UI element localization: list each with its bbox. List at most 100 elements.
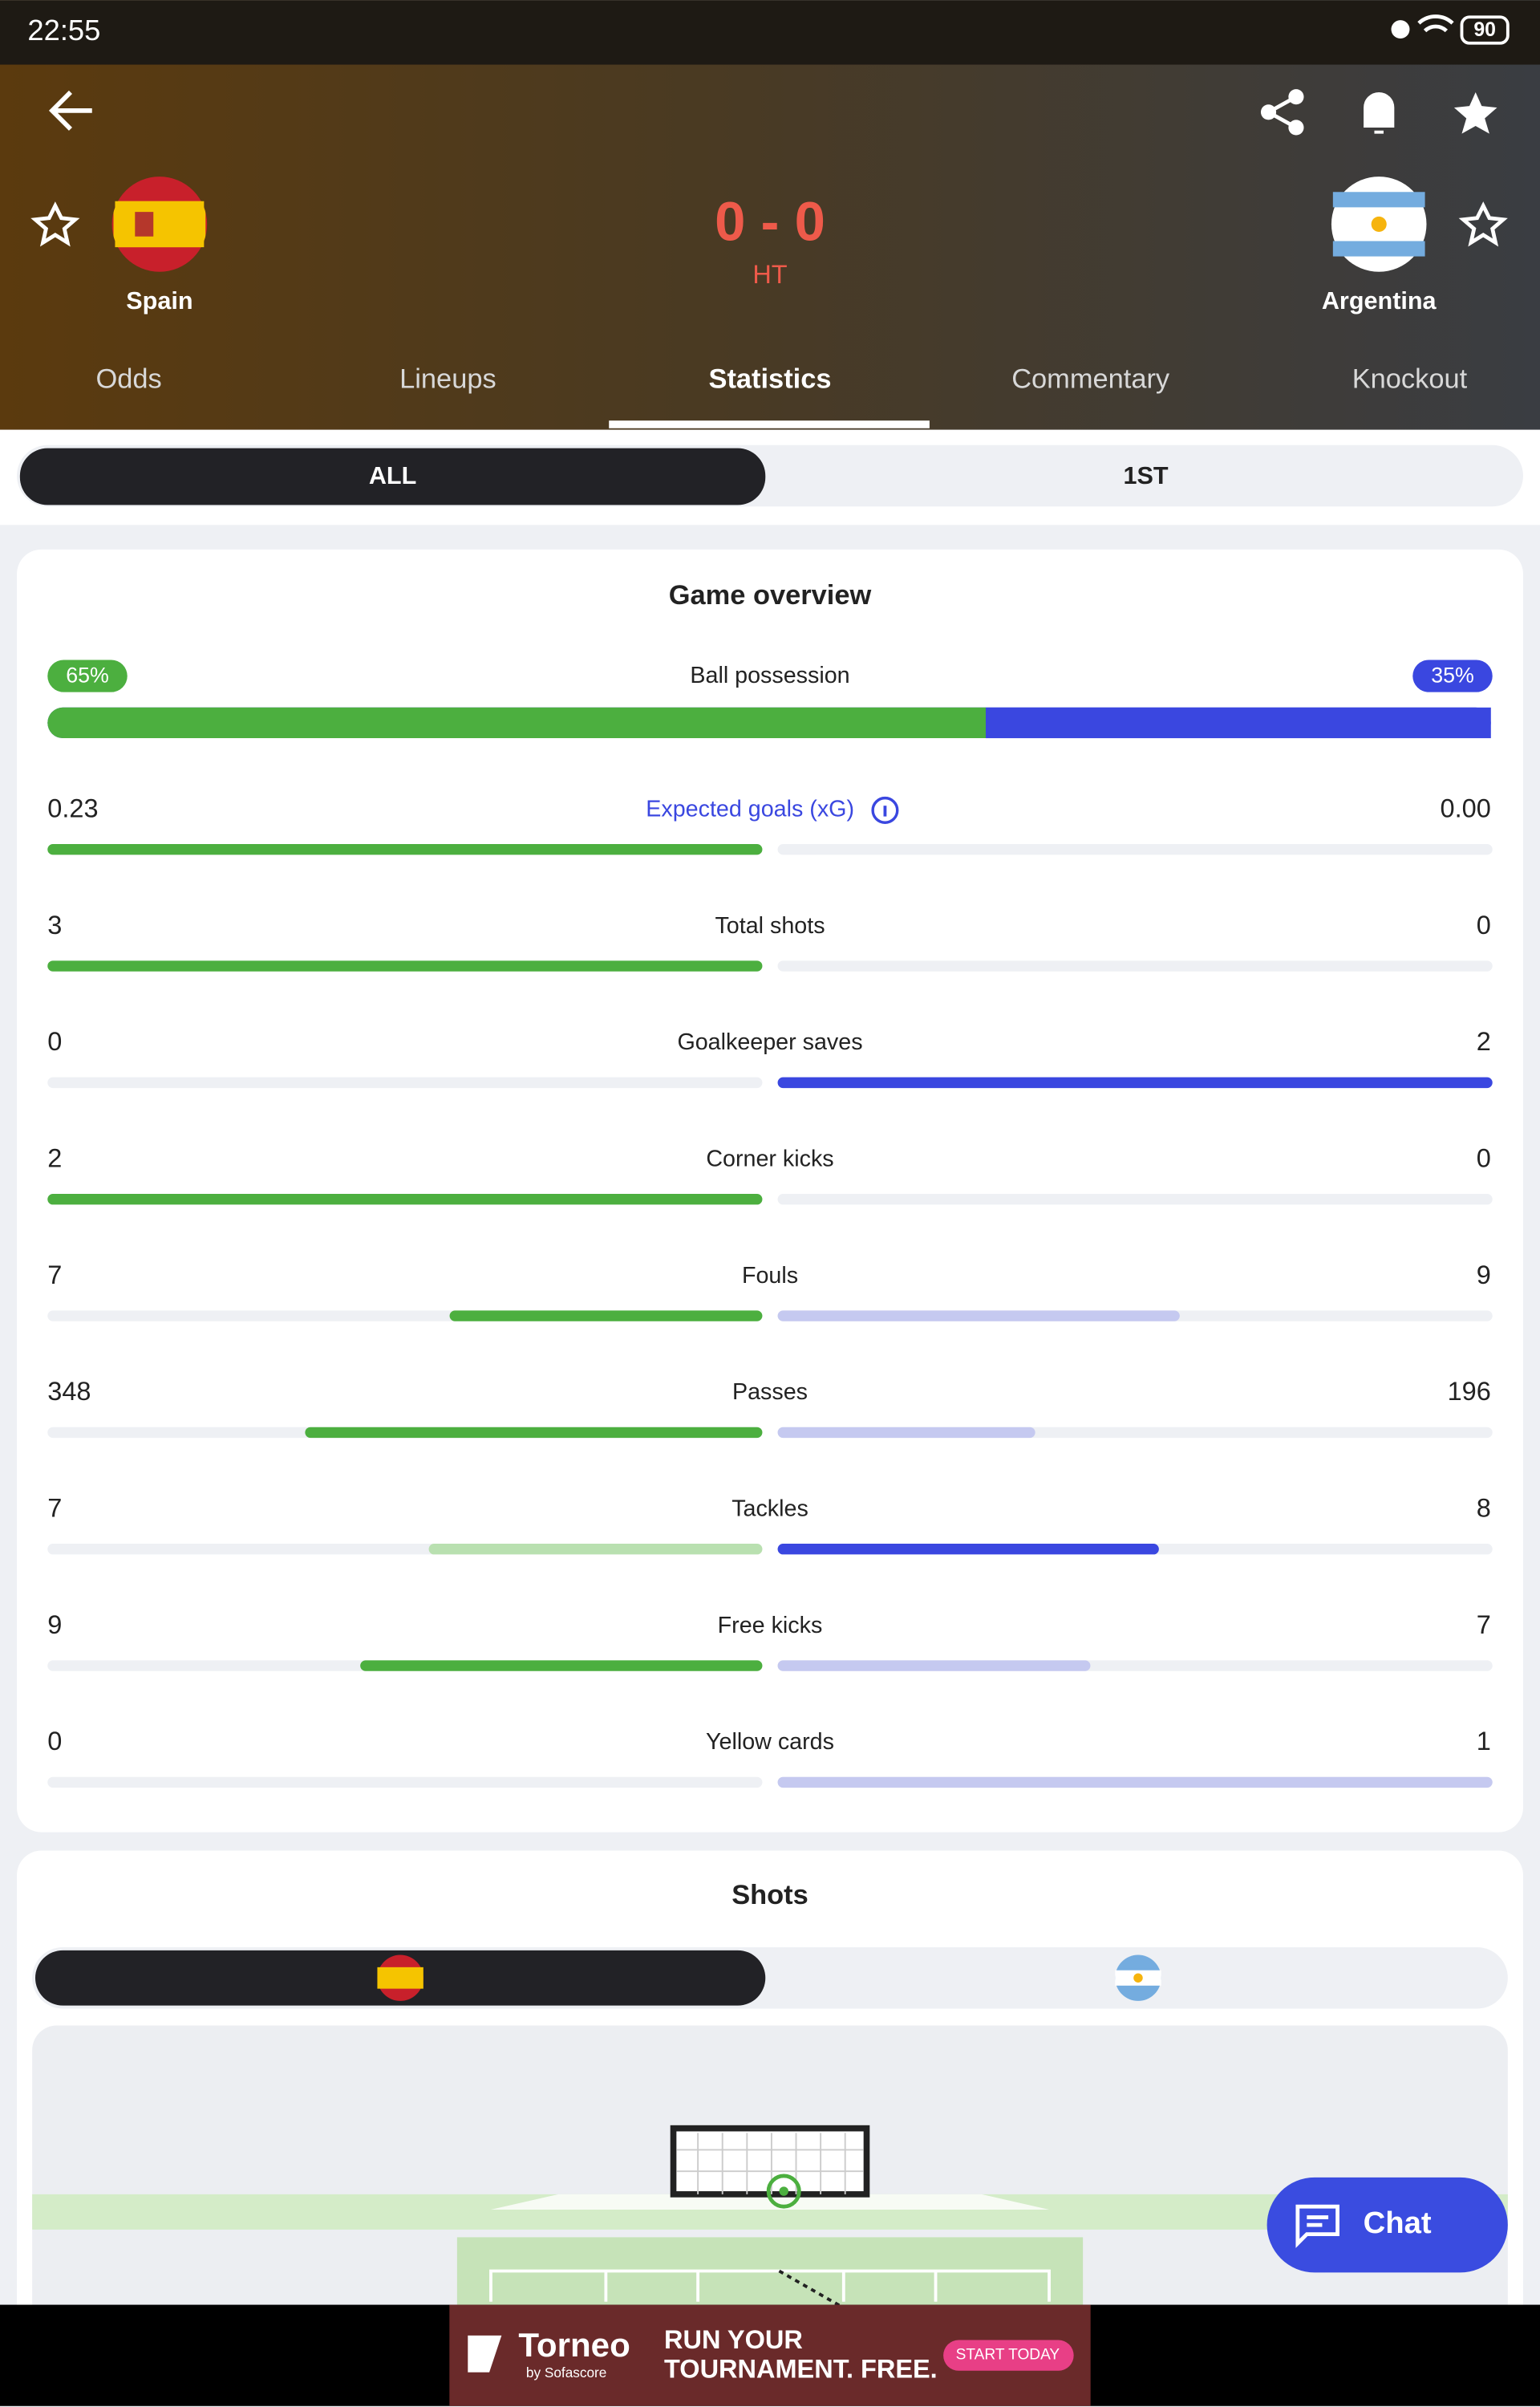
tab[interactable]: Statistics	[709, 364, 832, 395]
stat-name: Goalkeeper saves	[677, 1029, 862, 1055]
away-pill	[1412, 660, 1493, 692]
toggle-home-flag[interactable]	[377, 1954, 424, 2001]
ad-headline: TOURNAMENT. FREE.	[664, 2354, 938, 2383]
battery-level: 90	[1473, 18, 1496, 41]
follow-home[interactable]	[30, 201, 80, 247]
wifi-icon	[1417, 14, 1454, 33]
stat-name[interactable]: Expected goals (xG)	[646, 797, 854, 822]
home-value: 3	[47, 911, 62, 940]
away-bar	[777, 1310, 1180, 1321]
favorite-button[interactable]	[1453, 91, 1497, 134]
away-value: 1	[1477, 1727, 1491, 1756]
shot-marker[interactable]	[766, 2174, 801, 2209]
home-value: 0.23	[47, 794, 98, 823]
away-value: 0	[1477, 911, 1491, 940]
filter-option[interactable]: 1ST	[1123, 462, 1168, 489]
home-value: 65%	[66, 664, 109, 688]
chat-label[interactable]: Chat	[1364, 2206, 1432, 2240]
tab[interactable]: Odds	[96, 364, 162, 395]
stat-name: Corner kicks	[706, 1147, 833, 1172]
home-bar	[47, 844, 763, 855]
info-icon-mark	[883, 806, 887, 817]
home-bar	[305, 1427, 763, 1439]
overview-card	[17, 549, 1523, 1833]
away-bar	[777, 1544, 1159, 1555]
card-title: Game overview	[669, 580, 872, 611]
battery-icon	[1460, 15, 1510, 45]
ad-cta-label[interactable]: START TODAY	[956, 2347, 1060, 2364]
away-value: 35%	[1431, 664, 1474, 688]
bar-track	[777, 1194, 1493, 1205]
follow-away[interactable]	[1458, 201, 1508, 247]
ad-headline: RUN YOUR	[664, 2325, 803, 2354]
home-team[interactable]: Spain	[126, 287, 192, 315]
home-logo	[111, 177, 208, 272]
home-bar	[449, 1310, 763, 1321]
ad-brand: Torneo	[518, 2326, 630, 2364]
toggle-away-flag[interactable]	[1115, 1954, 1161, 2001]
notify-button[interactable]	[1364, 91, 1395, 134]
stat-name: Yellow cards	[706, 1729, 834, 1755]
away-value: 2	[1477, 1027, 1491, 1056]
home-bar	[428, 1544, 763, 1555]
bar-track	[47, 1776, 763, 1788]
home-bar	[360, 1660, 763, 1671]
location-icon	[1391, 20, 1410, 39]
score: 0 - 0	[715, 191, 825, 253]
goal-line	[490, 2194, 1050, 2210]
away-bar	[777, 1660, 1091, 1671]
away-value: 196	[1448, 1377, 1491, 1406]
stat-name: Total shots	[715, 913, 825, 939]
away-value: 9	[1477, 1260, 1491, 1289]
stat-name: Free kicks	[718, 1613, 823, 1638]
bar-track	[777, 960, 1493, 972]
stat-name: Tackles	[732, 1496, 808, 1522]
tab[interactable]: Lineups	[399, 364, 496, 395]
shot-marker-dot	[779, 2186, 788, 2196]
stat-name: Ball possession	[690, 663, 849, 688]
bar-track	[777, 844, 1493, 855]
stat-name: Passes	[732, 1379, 808, 1405]
ad-cta[interactable]	[943, 2340, 1074, 2371]
home-bar	[47, 960, 763, 972]
chat-button[interactable]	[1266, 2177, 1508, 2273]
ad-logo	[468, 2335, 502, 2372]
time: 22:55	[27, 14, 100, 47]
ad-byline: by Sofascore	[526, 2364, 606, 2381]
pitch-lines	[489, 2269, 1051, 2302]
away-value: 0	[1477, 1144, 1491, 1173]
home-value: 7	[47, 1494, 62, 1523]
chat-icon	[1295, 2204, 1339, 2248]
status-bar	[0, 0, 1540, 65]
filter-selected	[19, 448, 766, 505]
away-bar	[777, 1427, 1035, 1439]
stat-name: Fouls	[742, 1263, 798, 1289]
away-logo	[1331, 177, 1427, 272]
header-bg	[0, 0, 1540, 430]
tab[interactable]: Knockout	[1352, 364, 1468, 395]
match-status: HT	[752, 260, 787, 289]
home-bar	[985, 707, 1491, 739]
tab[interactable]: Commentary	[1011, 364, 1170, 395]
home-value: 7	[47, 1260, 62, 1289]
away-team[interactable]: Argentina	[1322, 287, 1437, 315]
bar-track	[47, 1077, 763, 1089]
filter-option[interactable]: ALL	[369, 462, 416, 489]
info-icon[interactable]	[871, 796, 899, 824]
home-value: 2	[47, 1144, 62, 1173]
away-value: 0.00	[1441, 794, 1491, 823]
home-pill	[47, 660, 128, 692]
share-button[interactable]	[1260, 89, 1304, 136]
away-value: 7	[1477, 1610, 1491, 1639]
back-button[interactable]	[48, 90, 92, 131]
home-bar	[47, 1194, 763, 1205]
away-bar	[777, 1776, 1493, 1788]
home-value: 9	[47, 1610, 62, 1639]
away-value: 8	[1477, 1494, 1491, 1523]
goal-net	[676, 2133, 864, 2194]
home-value: 0	[47, 1027, 62, 1056]
home-value: 0	[47, 1727, 62, 1756]
home-value: 348	[47, 1377, 91, 1406]
